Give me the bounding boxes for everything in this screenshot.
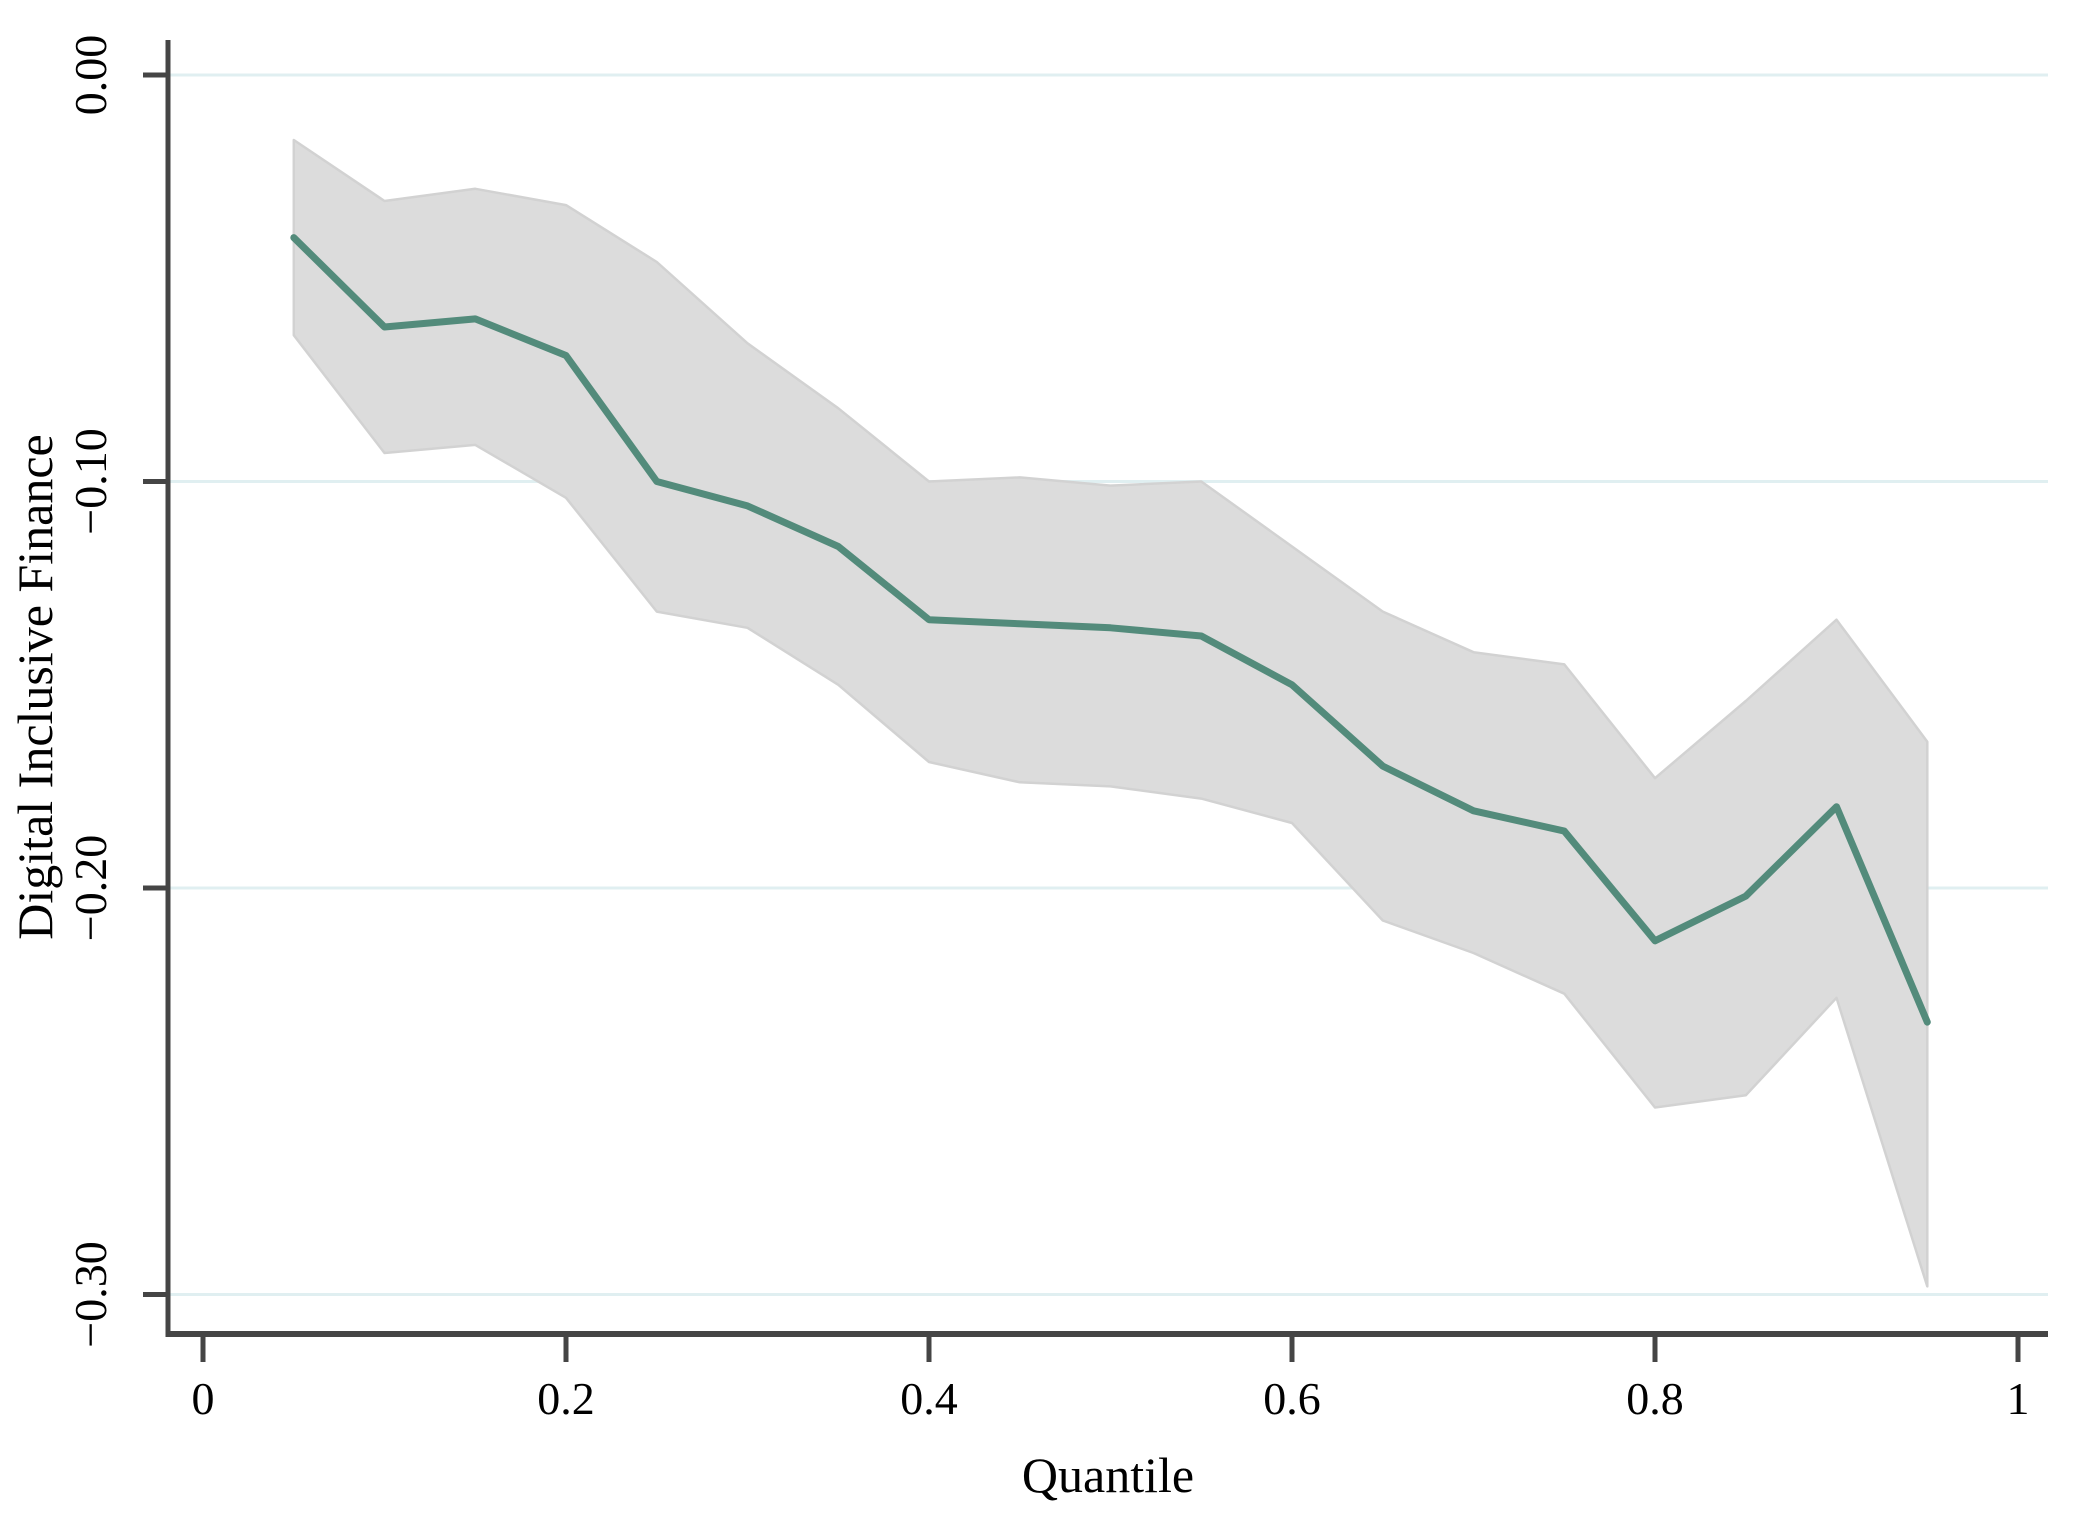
y-tick-label: 0.00: [65, 35, 116, 116]
confidence-band-layer: [292, 138, 1929, 1288]
tick-labels-layer: 0.00 −0.10 −0.20 −0.30 0 0.2 0.4 0.6 0.8 1: [65, 35, 2030, 1424]
x-tick-label: 0: [192, 1373, 215, 1424]
axes-layer: [143, 40, 2048, 1362]
y-tick-label: −0.20: [65, 835, 116, 941]
y-gridlines: [168, 73, 2048, 1296]
x-tick-label: 0.8: [1626, 1373, 1684, 1424]
y-axis-title: Digital Inclusive Finance: [7, 434, 63, 939]
x-axis-title: Quantile: [1022, 1447, 1194, 1503]
coefficient-line: [290, 234, 1931, 1026]
confidence-band: [292, 138, 1929, 1288]
x-tick-label: 1: [2007, 1373, 2030, 1424]
y-tick-label: −0.30: [65, 1241, 116, 1347]
coefficient-line-layer: [290, 234, 1931, 1026]
y-tick-label: −0.10: [65, 428, 116, 534]
x-tick-label: 0.4: [900, 1373, 958, 1424]
x-tick-label: 0.2: [537, 1373, 595, 1424]
x-tick-label: 0.6: [1263, 1373, 1321, 1424]
